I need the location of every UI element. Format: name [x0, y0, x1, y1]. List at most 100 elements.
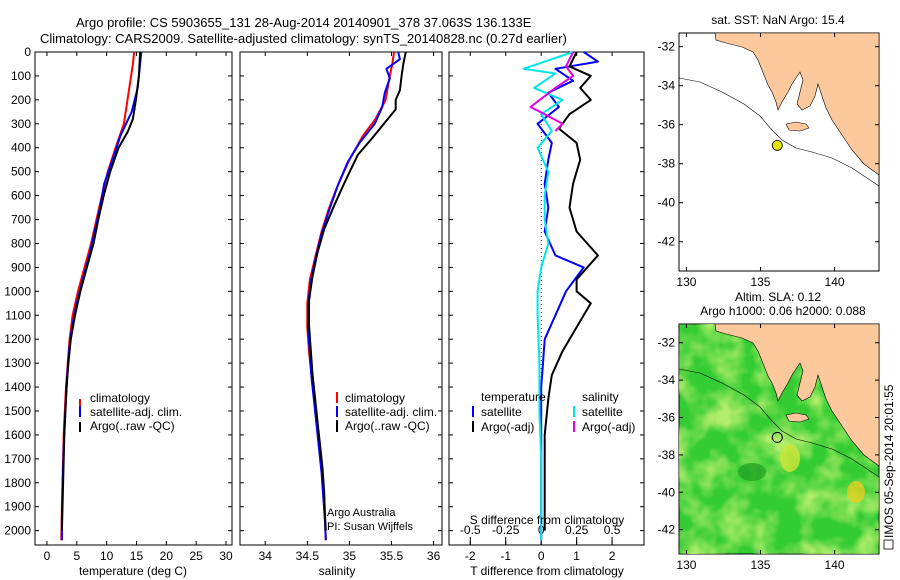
- map-y-tick-label: -40: [658, 196, 676, 210]
- sla-map-subtitle: Argo h1000: 0.06 h2000: 0.088: [700, 304, 866, 318]
- salinity-xlabel: salinity: [319, 564, 356, 578]
- legend-s-argo: Argo(-adj): [582, 420, 635, 434]
- annotation-argo-australia: Argo Australia: [327, 507, 396, 519]
- map-y-tick-label: -40: [658, 485, 676, 499]
- map-y-tick-label: -42: [658, 523, 676, 537]
- legend-satellite: satellite-adj. clim.: [90, 405, 182, 419]
- difference-legend: temperature satellite Argo(-adj) salinit…: [472, 390, 635, 434]
- map-x-tick-label: 130: [676, 558, 696, 572]
- depth-tick-label: 1300: [4, 356, 31, 370]
- imos-timestamp: IMOS 05-Sep-2014 20:01:55: [882, 384, 896, 550]
- map-y-tick-label: -38: [658, 448, 676, 462]
- x-tick-label: 30: [219, 549, 233, 563]
- depth-tick-label: 1000: [4, 284, 31, 298]
- map-x-tick-label: 140: [825, 558, 845, 572]
- difference-series: [522, 51, 599, 541]
- temperature-axes-box: [34, 51, 233, 546]
- depth-tick-label: 600: [11, 189, 31, 203]
- x-tick-label: 25: [190, 549, 204, 563]
- salinity-series: [306, 51, 407, 541]
- shelf-contour: [679, 77, 879, 187]
- depth-tick-label: 1900: [4, 500, 31, 514]
- depth-tick-label: 300: [11, 117, 31, 131]
- imos-timestamp-text: IMOS 05-Sep-2014 20:01:55: [882, 384, 896, 538]
- x-tick-label: -2: [465, 549, 476, 563]
- legend-satellite: satellite-adj. clim.: [345, 405, 437, 419]
- top-tick-label: -0.25: [492, 523, 520, 537]
- x-tick-label: 10: [100, 549, 114, 563]
- depth-tick-label: 200: [11, 93, 31, 107]
- depth-tick-label: 0: [24, 45, 31, 59]
- australia-land-sla: [714, 324, 879, 467]
- salinity-panel: 34 34.5 35 35.5 36 salinity climatology sate…: [239, 51, 443, 578]
- depth-tick-label: 700: [11, 213, 31, 227]
- temperature-xlabel: temperature (deg C): [79, 564, 187, 578]
- legend-salinity-title: salinity: [582, 390, 619, 404]
- depth-tick-label: 1600: [4, 428, 31, 442]
- header-line2: Climatology: CARS2009. Satellite-adjuste…: [40, 31, 567, 46]
- top-tick-label: 0.5: [604, 523, 621, 537]
- difference-depth-ticks: [449, 51, 644, 532]
- salinity-axes-box: [239, 51, 443, 546]
- map-x-tick-label: 135: [750, 558, 770, 572]
- depth-tick-label: 900: [11, 260, 31, 274]
- legend-argo: Argo(..raw -QC): [345, 419, 430, 433]
- depth-tick-label: 1800: [4, 476, 31, 490]
- depth-tick-label: 400: [11, 141, 31, 155]
- map-y-tick-label: -34: [658, 373, 676, 387]
- legend-t-satellite: satellite: [481, 405, 522, 419]
- map-x-tick-label: 135: [750, 275, 770, 289]
- argo-location-marker: [771, 431, 783, 443]
- map-y-tick-label: -36: [658, 410, 676, 424]
- shelf-contour-sla: [679, 368, 879, 478]
- top-tick-label: 0.25: [565, 523, 589, 537]
- temperature-series: [60, 51, 143, 541]
- x-tick-label: 0: [538, 549, 545, 563]
- x-tick-label: 34.5: [296, 549, 320, 563]
- salinity-legend: climatology satellite-adj. clim. Argo(..…: [336, 391, 437, 433]
- map-x-tick-label: 140: [825, 275, 845, 289]
- series-argo-raw-qc: [308, 51, 407, 531]
- x-tick-label: 34: [259, 549, 273, 563]
- temperature-x-axis: 0 5 10 15 20 25 30: [44, 52, 233, 563]
- kangaroo-island: [785, 121, 810, 132]
- map-y-tick-label: -36: [658, 118, 676, 132]
- x-tick-label: 5: [73, 549, 80, 563]
- series-s-argo-adj: [529, 51, 575, 132]
- difference-panel: -2 -1 0 1 2 -0.5 -0.25 0 0.25 0.5 T difference f…: [448, 51, 645, 578]
- x-tick-label: 2: [609, 549, 616, 563]
- depth-tick-label: 1700: [4, 452, 31, 466]
- temperature-panel: 0100200300400500600700800900100011001200…: [4, 45, 233, 578]
- map-y-tick-label: -34: [658, 79, 676, 93]
- depth-tick-label: 800: [11, 236, 31, 250]
- argo-location-marker: [771, 139, 783, 151]
- sst-x-axis: 130 135 140: [676, 33, 845, 289]
- sla-y-axis: -32 -34 -36 -38 -40 -42: [658, 336, 879, 537]
- difference-top-label: S difference from climatology: [470, 513, 625, 527]
- map-x-tick-label: 130: [676, 275, 696, 289]
- x-tick-label: 36: [427, 549, 441, 563]
- sla-high-anomaly: [780, 444, 800, 472]
- top-tick-label: -0.5: [460, 523, 481, 537]
- australia-land: [714, 33, 879, 176]
- x-tick-label: 35: [343, 549, 357, 563]
- map-y-tick-label: -32: [658, 40, 676, 54]
- annotation-pi: PI: Susan Wijffels: [327, 521, 413, 533]
- x-tick-label: 1: [573, 549, 580, 563]
- header-line1: Argo profile: CS 5903655_131 28-Aug-2014…: [76, 15, 532, 30]
- x-tick-label: 15: [130, 549, 144, 563]
- sst-map-title: sat. SST: NaN Argo: 15.4: [711, 13, 845, 27]
- map-y-tick-label: -42: [658, 235, 676, 249]
- series-t-satellite: [536, 51, 599, 541]
- legend-t-argo: Argo(-adj): [481, 420, 534, 434]
- salinity-x-axis: 34 34.5 35 35.5 36: [259, 52, 441, 563]
- sla-x-axis: 130 135 140: [676, 324, 845, 572]
- sla-low-anomaly: [738, 463, 766, 481]
- depth-tick-label: 1200: [4, 332, 31, 346]
- sla-map-title: Altim. SLA: 0.12: [735, 290, 821, 304]
- legend-climatology: climatology: [90, 391, 150, 405]
- depth-tick-label: 1400: [4, 380, 31, 394]
- imos-logo-box: [883, 539, 894, 550]
- map-y-tick-label: -32: [658, 336, 676, 350]
